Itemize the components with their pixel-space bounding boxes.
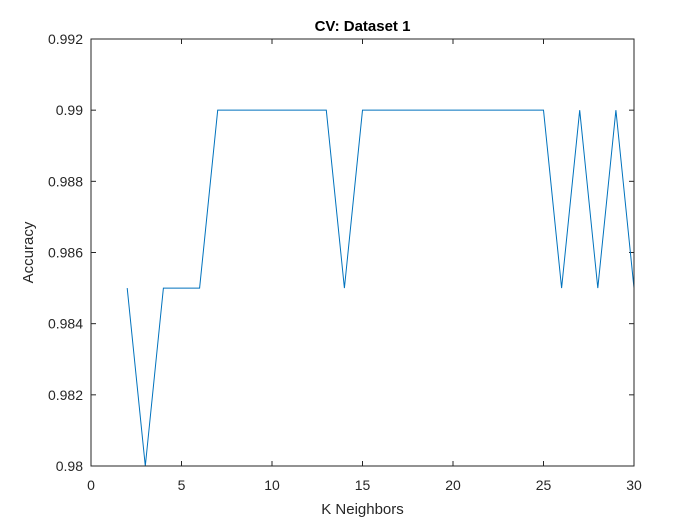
y-tick-label: 0.982 [48, 387, 83, 403]
x-tick-label: 5 [178, 477, 186, 493]
plot-frame [90, 38, 635, 467]
x-tick-label: 15 [355, 477, 371, 493]
y-tick-label: 0.984 [48, 316, 83, 332]
y-tick-label: 0.986 [48, 245, 83, 261]
x-tick-label: 0 [87, 477, 95, 493]
x-tick-label: 20 [445, 477, 461, 493]
y-tick-label: 0.988 [48, 173, 83, 189]
series-line [126, 109, 635, 467]
plot-area [91, 39, 634, 466]
x-tick-label: 25 [536, 477, 552, 493]
y-axis-label: Accuracy [20, 221, 37, 283]
y-tick-label: 0.98 [56, 458, 83, 474]
axis-ticks: 0 5 10 15 20 25 30 0.98 0.982 0.984 0.986 0.988 0.99… [48, 31, 642, 493]
y-tick-label: 0.99 [56, 102, 83, 118]
x-axis-label: K Neighbors [321, 501, 404, 518]
x-tick-label: 10 [264, 477, 280, 493]
y-tick-label: 0.992 [48, 31, 83, 47]
x-tick-label: 30 [626, 477, 642, 493]
chart-title: CV: Dataset 1 [315, 18, 411, 35]
